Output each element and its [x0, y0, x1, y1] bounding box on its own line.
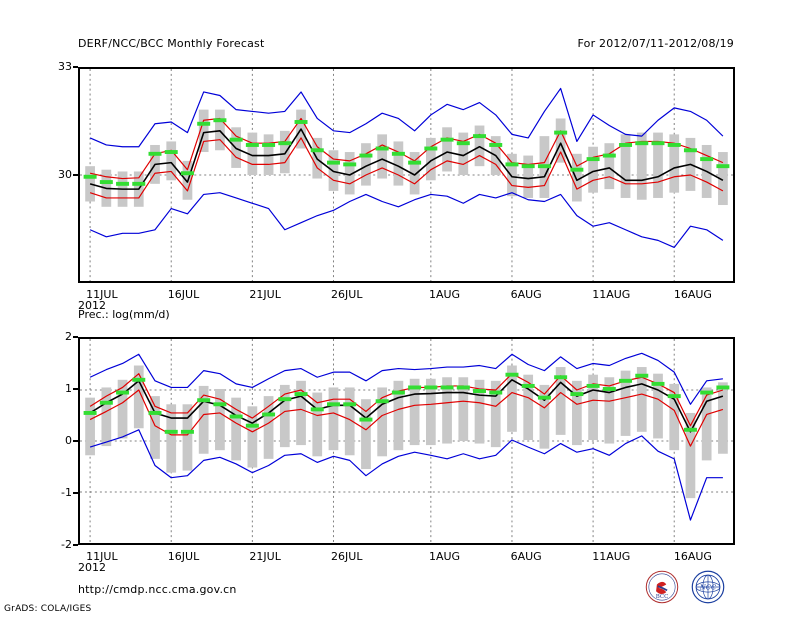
- x-tick-label: 11JUL: [86, 550, 118, 563]
- x-tick-label: 1AUG: [428, 288, 461, 301]
- y-tick-mark: [73, 440, 78, 442]
- x-tick-label: 11AUG: [592, 550, 631, 563]
- y-tick-mark: [73, 336, 78, 338]
- x-tick-label: 16JUL: [167, 550, 200, 563]
- y-tick-label: 0: [65, 434, 72, 447]
- y-tick-mark: [73, 388, 78, 390]
- y-tick-label: 1: [65, 382, 72, 395]
- observed-dashes: [83, 118, 730, 186]
- x-tick-label: 26JUL: [331, 288, 363, 301]
- x-tick-label: 26JUL: [331, 550, 363, 563]
- forecast-range-label: For 2012/07/11-2012/08/19: [577, 37, 734, 50]
- x-tick-label: 21JUL: [249, 550, 281, 563]
- y-tick-mark: [73, 492, 78, 494]
- precipitation-plot-area: [80, 339, 733, 543]
- x-tick-label: 16AUG: [673, 550, 712, 563]
- temperature-plot-area: [80, 69, 733, 281]
- x-tick-label: 11AUG: [592, 288, 631, 301]
- source-url[interactable]: http://cmdp.ncc.cma.gov.cn: [78, 583, 237, 596]
- bcc-logo: BCC: [645, 570, 679, 604]
- precipitation-axis-title: Prec.: log(mm/d): [78, 308, 170, 321]
- grads-credit: GrADS: COLA/IGES: [4, 604, 92, 614]
- y-tick-mark: [73, 66, 78, 68]
- ncc-logo: NCC: [691, 570, 725, 604]
- x-tick-label: 6AUG: [510, 288, 542, 301]
- x-tick-label: 16JUL: [167, 288, 200, 301]
- y-tick-mark: [73, 544, 78, 546]
- precipitation-chart-panel: [78, 337, 735, 545]
- year-label-top: 2012: [78, 299, 106, 312]
- y-tick-label: 2: [65, 330, 72, 343]
- y-tick-label: 30: [58, 168, 72, 181]
- x-tick-label: 1AUG: [428, 550, 461, 563]
- y-tick-label: -2: [61, 538, 72, 551]
- spread-bars: [85, 365, 728, 499]
- y-tick-label: -1: [61, 486, 72, 499]
- x-tick-label: 16AUG: [673, 288, 712, 301]
- y-tick-label: 33: [58, 60, 72, 73]
- svg-text:BCC: BCC: [656, 594, 669, 600]
- x-tick-label: 21JUL: [249, 288, 281, 301]
- year-label-bottom: 2012: [78, 561, 106, 574]
- observed-dashes: [83, 372, 730, 434]
- logo-group: BCC NCC: [645, 570, 729, 604]
- y-tick-mark: [73, 174, 78, 176]
- forecast-title: DERF/NCC/BCC Monthly Forecast: [78, 37, 265, 50]
- svg-text:NCC: NCC: [699, 584, 717, 592]
- x-tick-label: 6AUG: [510, 550, 542, 563]
- x-tick-label: 11JUL: [86, 288, 118, 301]
- temperature-chart-panel: [78, 67, 735, 283]
